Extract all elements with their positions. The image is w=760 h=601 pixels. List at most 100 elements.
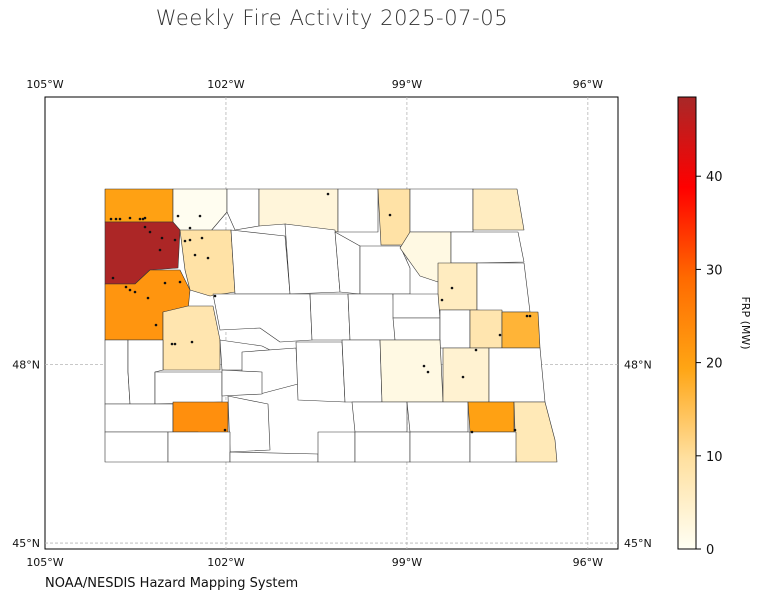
colorbar [677, 96, 697, 550]
county [488, 347, 546, 403]
fire-detection-point [498, 333, 502, 337]
county [501, 311, 541, 349]
fire-detection-point [528, 314, 532, 318]
lat-tick-label-right: 48°N [624, 359, 652, 372]
fire-detection-point [200, 236, 204, 240]
fire-detection-point [118, 217, 122, 221]
county-layer [104, 188, 558, 463]
fire-detection-point [193, 253, 197, 257]
county [437, 262, 478, 311]
fire-detection-point [450, 286, 454, 290]
fire-detection-point [163, 281, 167, 285]
county [104, 188, 174, 223]
county [392, 317, 441, 341]
colorbar-label: FRP (MW) [739, 296, 752, 349]
map-axis-ticks: 105°W 105°W 102°W 102°W 99°W 99°W 96°W 96°W 48°N… [12, 78, 651, 569]
fire-detection-point [326, 192, 330, 196]
county [469, 309, 503, 349]
fire-detection-point [474, 348, 478, 352]
county [295, 341, 346, 403]
county [354, 431, 411, 463]
colorbar-ticks: 0 10 20 30 40 [696, 170, 723, 558]
county [167, 431, 231, 463]
county [221, 369, 263, 397]
county [469, 431, 517, 463]
fire-detection-point [173, 238, 177, 242]
lon-tick-label-top: 105°W [26, 78, 63, 91]
fire-detection-point [146, 296, 150, 300]
lat-tick-label-right: 45°N [624, 537, 652, 550]
fire-detection-point [154, 323, 158, 327]
county [472, 188, 525, 231]
fire-detection-point [141, 217, 145, 221]
fire-detection-point [440, 298, 444, 302]
fire-detection-point [128, 216, 132, 220]
fire-detection-point [198, 214, 202, 218]
lon-tick-label-bottom: 96°W [573, 556, 603, 569]
county [439, 309, 471, 349]
fire-detection-point [173, 342, 177, 346]
fire-detection-point [513, 428, 517, 432]
fire-detection-point [109, 217, 113, 221]
fire-detection-point [525, 314, 529, 318]
county [392, 293, 441, 319]
fire-detection-point [388, 213, 392, 217]
county [104, 339, 131, 405]
county [347, 293, 396, 341]
colorbar-tick-label: 20 [706, 357, 723, 372]
fire-detection-point [133, 290, 137, 294]
county [442, 347, 490, 403]
fire-detection-point [178, 280, 182, 284]
county [406, 401, 469, 433]
fire-detection-point [114, 217, 118, 221]
fire-detection-point [143, 216, 147, 220]
county [230, 229, 291, 295]
fire-detection-point [213, 294, 217, 298]
county [317, 431, 356, 463]
fire-detection-point [143, 225, 147, 229]
county [226, 188, 260, 231]
source-credit: NOAA/NESDIS Hazard Mapping System [45, 576, 299, 591]
county [284, 223, 341, 295]
lat-tick-label-left: 45°N [12, 537, 40, 550]
county [351, 401, 408, 433]
fire-detection-point [160, 236, 164, 240]
lon-tick-label-bottom: 99°W [392, 556, 422, 569]
lon-tick-label-bottom: 102°W [207, 556, 244, 569]
colorbar-tick-label: 0 [706, 543, 714, 558]
fire-detection-point [422, 364, 426, 368]
fire-detection-point [158, 248, 162, 252]
fire-detection-point [223, 428, 227, 432]
county [227, 395, 271, 453]
county [379, 339, 444, 403]
lon-tick-label-top: 99°W [392, 78, 422, 91]
fire-detections [109, 192, 532, 434]
county [104, 403, 174, 433]
fire-detection-point [176, 214, 180, 218]
fire-detection-point [138, 217, 142, 221]
county [104, 431, 169, 463]
lon-tick-label-top: 96°W [573, 78, 603, 91]
county [467, 401, 515, 433]
fire-detection-point [188, 238, 192, 242]
county [359, 245, 411, 295]
colorbar-tick-label: 40 [706, 170, 723, 185]
fire-detection-point [188, 226, 192, 230]
county [476, 262, 531, 313]
fire-detection-point [470, 430, 474, 434]
fire-detection-point [128, 288, 132, 292]
colorbar-tick-label: 30 [706, 263, 723, 278]
fire-detection-point [461, 375, 465, 379]
county [377, 188, 411, 246]
county [409, 431, 471, 463]
fire-detection-point [206, 256, 210, 260]
county [450, 231, 525, 264]
fire-detection-point [426, 370, 430, 374]
county [337, 188, 379, 233]
county [162, 305, 221, 371]
fire-detection-point [124, 285, 128, 289]
county [154, 371, 223, 405]
fire-detection-point [190, 340, 194, 344]
county [229, 451, 319, 463]
